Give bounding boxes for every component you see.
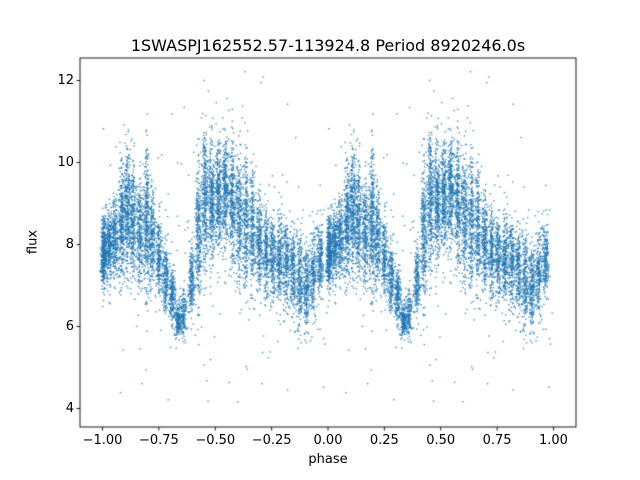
x-tick-label: 0.00	[313, 433, 343, 448]
y-axis-label: flux	[25, 229, 41, 255]
x-tick-label: −0.25	[251, 433, 292, 448]
x-axis-label: phase	[308, 452, 348, 467]
y-tick-label: 4	[65, 400, 74, 416]
y-tick-label: 6	[65, 318, 74, 334]
x-tick-label: 0.50	[426, 433, 456, 448]
x-tick-label: −0.75	[138, 433, 179, 448]
y-tick-label: 10	[57, 154, 74, 170]
y-tick-label: 12	[57, 72, 74, 88]
x-tick-label: 1.00	[538, 433, 568, 448]
x-tick-label: −1.00	[82, 433, 123, 448]
x-tick-label: −0.50	[195, 433, 236, 448]
chart-title: 1SWASPJ162552.57-113924.8 Period 8920246…	[130, 36, 526, 55]
x-tick-label: 0.75	[482, 433, 512, 448]
y-tick-label: 8	[65, 236, 74, 252]
x-tick-label: 0.25	[369, 433, 399, 448]
